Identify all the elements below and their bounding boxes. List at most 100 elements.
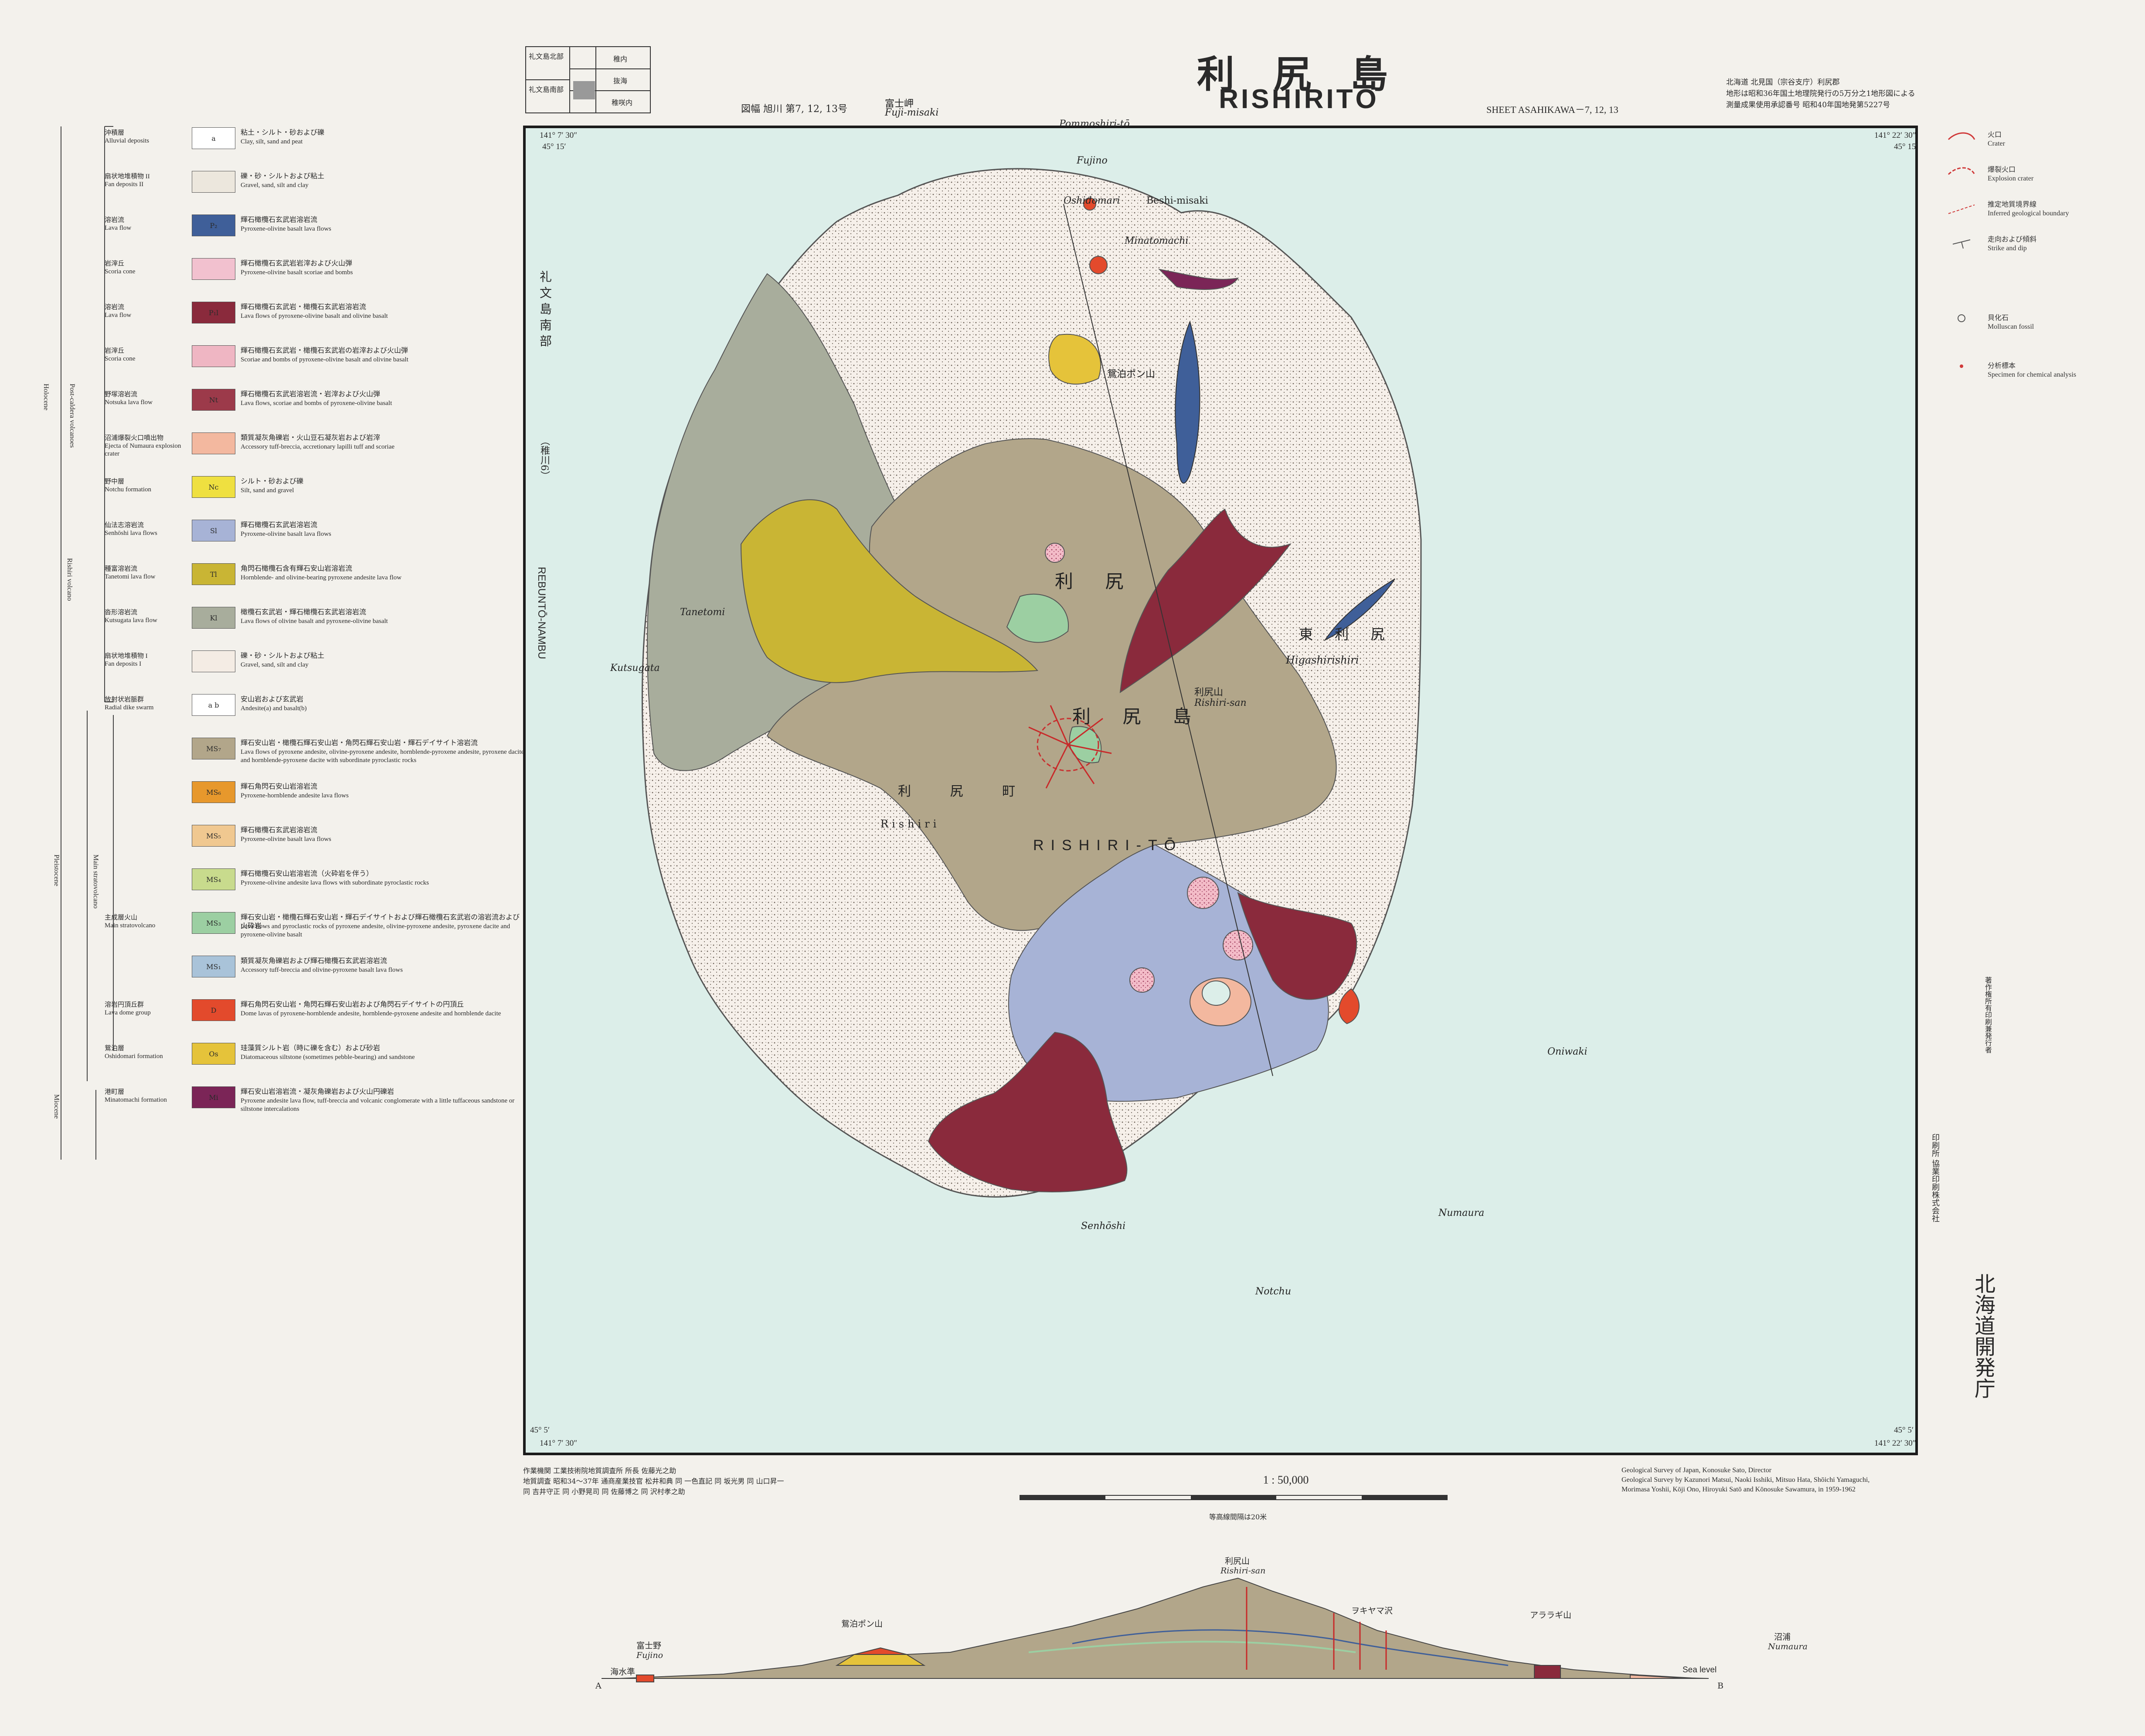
legend-unit-name: 沖積層 Alluvial deposits [105, 129, 150, 144]
sheet-index-diagram: 礼文島北部 礼文島南部 稚内 抜海 稚咲内 [525, 46, 651, 113]
right-legend-fossil: 貝化石 Molluscan fossil [1988, 314, 2034, 330]
geologic-map [641, 168, 1422, 1198]
legend-description-en: Andesite(a) and basalt(b) [241, 705, 307, 712]
right-legend-strike-dip: 走向および傾斜 Strike and dip [1988, 236, 2037, 252]
map-label-numaura: Numaura [1438, 1208, 1485, 1219]
legend-swatch: Nc [192, 476, 235, 498]
map-label-kutsugata: Kutsugata [610, 663, 660, 674]
legend-description-en: Hornblende- and olivine-bearing pyroxene… [241, 574, 402, 581]
legend-unit-name: 岩滓丘 Scoria cone [105, 347, 136, 362]
legend-swatch [192, 258, 235, 280]
legend-description-jp: 粘土・シルト・砂および礫 [241, 128, 325, 136]
legend-description-jp: 角閃石橄欖石含有輝石安山岩溶岩流 [241, 564, 353, 572]
legend-unit-name: 野塚溶岩流 Notsuka lava flow [105, 391, 153, 406]
legend-unit-name: 溶岩流 Lava flow [105, 304, 132, 319]
p2-lava-east [1324, 579, 1395, 641]
legend-unit-name: 港町層 Minatomachi formation [105, 1089, 167, 1103]
legend-unit-name: 扇状地堆積物 I Fan deposits I [105, 653, 148, 667]
legend-description-jp: 輝石橄欖石玄武岩溶岩流 [241, 826, 318, 834]
legend-description-jp: 橄欖石玄武岩・輝石橄欖石玄武岩溶岩流 [241, 608, 367, 616]
legend-swatch: MS₁ [192, 956, 235, 977]
legend-description-jp: 類質凝灰角礫岩・火山豆石凝灰岩および岩滓 [241, 433, 381, 442]
credits-en: Geological Survey of Japan, Konosuke Sat… [1621, 1466, 1953, 1494]
scale-label: 1 : 50,000 [1263, 1474, 1309, 1486]
legend-swatch: Kl [192, 607, 235, 629]
right-legend-symbols [1948, 132, 1975, 368]
legend-swatch [192, 171, 235, 193]
legend-unit-name: 主成層火山 Main stratovolcano [105, 914, 156, 929]
legend-unit-name: 溶岩円頂丘群 Lava dome group [105, 1001, 151, 1016]
ms3-patch [1006, 593, 1069, 643]
right-legend-explosion-crater: 爆裂火口 Explosion crater [1988, 166, 2034, 182]
map-label-island-jp-2: 利 尻 島 [1072, 706, 1204, 727]
section-ponyama: 鴛泊ポン山 [841, 1619, 883, 1629]
map-label-oshidomari: Oshidomari [1064, 195, 1120, 206]
legend-description-en: Silt, sand and gravel [241, 487, 294, 494]
legend-description-en: Lava flows of pyroxene-olivine basalt an… [241, 313, 388, 320]
legend-swatch: Sl [192, 520, 235, 541]
map-label-senhoshi: Senhōshi [1081, 1221, 1126, 1232]
legend-description-jp: 輝石橄欖石玄武岩・橄欖石玄武岩溶岩流 [241, 303, 367, 311]
map-label-minatomachi: Minatomachi [1125, 235, 1189, 246]
notsuka-lava [1119, 508, 1292, 694]
legend-swatch: a b [192, 694, 235, 716]
legend-unit-name: 鴛泊層 Oshidomari formation [105, 1045, 163, 1060]
map-label-mountain-en: Rishiri-san [1194, 698, 1247, 708]
section-numaura-jp: 沼浦 [1774, 1632, 1791, 1642]
legend-unit-name: 沓形溶岩流 Kutsugata lava flow [105, 609, 157, 624]
index-cell: 礼文島南部 [529, 85, 564, 94]
scale-bar [1020, 1495, 1448, 1500]
section-end-a: A [595, 1681, 602, 1691]
legend-description-en: Lava flows and pyroclastic rocks of pyro… [241, 923, 510, 938]
credit-line: Geological Survey of Japan, Konosuke Sat… [1621, 1467, 1771, 1474]
legend-description-en: Pyroxene-hornblende andesite lava flows [241, 792, 349, 799]
legend-swatch: Os [192, 1043, 235, 1065]
group-label-main-strato: Main stratovolcano [92, 854, 99, 909]
legend-unit-name: 岩滓丘 Scoria cone [105, 260, 136, 275]
credit-line: 地質調査 昭和34～37年 通商産業技官 松井和典 同 一色直記 同 坂光男 同… [523, 1477, 784, 1485]
legend-description-en: Pyroxene-olivine basalt lava flows [241, 225, 331, 232]
legend-description-en: Pyroxene-olivine andesite lava flows wit… [241, 879, 429, 886]
legend-description-en: Dome lavas of pyroxene-hornblende andesi… [241, 1010, 501, 1017]
section-rishiri-jp: 利尻山 [1225, 1556, 1250, 1566]
section-sea-level-jp: 海水準 [610, 1667, 636, 1677]
section-kotsu: ヲキヤマ沢 [1351, 1606, 1393, 1616]
legend-swatch [192, 345, 235, 367]
legend-description-en: Lava flows, scoriae and bombs of pyroxen… [241, 400, 392, 407]
map-label-mountain-jp: 利尻山 [1194, 687, 1224, 698]
map-label-notchu: Notchu [1255, 1286, 1291, 1297]
map-label-fujino: Fujino [1077, 155, 1108, 166]
legend-description-en: Lava flows of pyroxene andesite, olivine… [241, 749, 524, 764]
adjacent-sheet-en: REBUNTŌ-NAMBU [536, 567, 547, 660]
legend-description-jp: 珪藻質シルト岩（時に礫を含む）および砂岩 [241, 1044, 381, 1052]
map-label-beshi: Beshi-misaki [1146, 195, 1208, 206]
scoria-cone [1187, 877, 1219, 909]
legend-description-jp: 輝石安山岩・橄欖石輝石安山岩・輝石デイサイトおよび輝石橄欖石玄武岩の溶岩流および… [241, 913, 520, 930]
p1-lava-south [928, 1031, 1128, 1192]
publication-note: 北海道 北見国（宗谷支庁）利尻郡 地形は昭和36年国土地理院発行の5万分之1地形… [1726, 77, 2110, 111]
section-fujino-en: Fujino [636, 1651, 663, 1660]
oshidomari-formation [1048, 334, 1101, 385]
section-araragi: アララギ山 [1530, 1610, 1572, 1620]
section-sea-level-en: Sea level [1683, 1665, 1717, 1675]
coord-bottom-lat: 45° 5′ [530, 1426, 550, 1435]
map-label-east-town-jp: 東 利 尻 [1299, 626, 1394, 643]
legend-swatch: MS₅ [192, 825, 235, 847]
group-label-holocene: Holocene [42, 384, 50, 411]
legend-description-jp: 安山岩および玄武岩 [241, 695, 304, 703]
section-fujino-jp: 富士野 [636, 1641, 662, 1651]
map-label-island-en: RISHIRI-TŌ [1033, 837, 1183, 854]
legend-swatch: Tl [192, 563, 235, 585]
credit-line: Geological Survey by Kazunori Matsui, Na… [1621, 1476, 1870, 1484]
legend-unit-name: 沼浦爆裂火口噴出物 Ejecta of Numaura explosion cra… [105, 435, 181, 457]
legend-description-en: Gravel, sand, silt and clay [241, 661, 309, 668]
issuing-agency: 北海道開発庁 [1971, 1273, 1995, 1399]
legend-unit-name: 放射状岩脈群 Radial dike swarm [105, 696, 154, 711]
credits-jp: 作業機関 工業技術院地質調査所 所長 佐藤光之助 地質調査 昭和34～37年 通… [523, 1466, 915, 1497]
legend-description-jp: 礫・砂・シルトおよび粘土 [241, 651, 325, 660]
right-legend-crater: 火口 Crater [1988, 131, 2005, 147]
coord-top-lat: 45° 15′ [542, 142, 566, 151]
coord-top-left-lon: 141° 7′ 30″ [540, 131, 578, 140]
legend-description-jp: 輝石橄欖石玄武岩溶岩流・岩滓および火山弾 [241, 390, 381, 398]
coord-top-right-lat: 45° 15′ [1894, 142, 1918, 151]
